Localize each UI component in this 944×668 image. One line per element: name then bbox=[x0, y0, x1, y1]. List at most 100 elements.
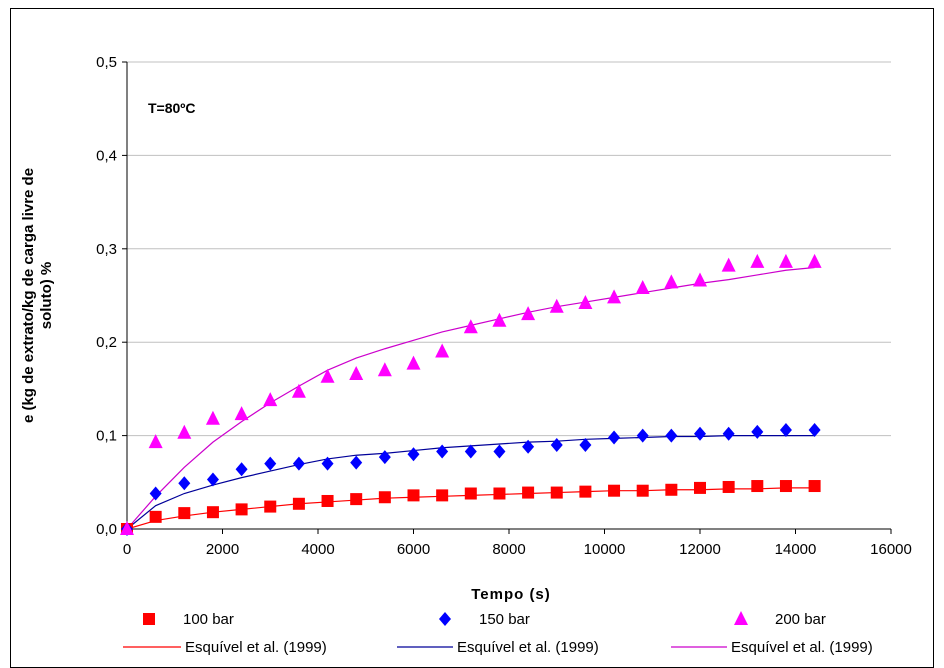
diamond-point-1-13 bbox=[493, 444, 506, 459]
diamond-point-1-17 bbox=[608, 430, 621, 445]
square-point-0-23 bbox=[779, 480, 792, 493]
diamond-point-1-6 bbox=[292, 456, 305, 471]
square-point-0-8 bbox=[350, 493, 363, 506]
triangle-point-2-6 bbox=[291, 383, 306, 398]
diamond-point-1-19 bbox=[665, 428, 678, 443]
square-point-0-7 bbox=[321, 494, 334, 507]
legend-label-4: Esquível et al. (1999) bbox=[457, 639, 599, 656]
square-point-0-10 bbox=[407, 489, 420, 502]
grid-lines bbox=[127, 61, 891, 437]
diamond-point-1-2 bbox=[178, 476, 191, 491]
y-tick-label-0: 0,0 bbox=[96, 521, 117, 538]
diamond-point-1-8 bbox=[350, 455, 363, 470]
square-point-0-13 bbox=[493, 487, 506, 500]
diamond-point-1-7 bbox=[321, 456, 334, 471]
diamond-point-1-12 bbox=[464, 444, 477, 459]
x-tick-label-8: 16000 bbox=[870, 541, 912, 558]
triangle-point-2-11 bbox=[435, 343, 450, 358]
legend-marker-0 bbox=[143, 613, 155, 625]
triangle-point-2-19 bbox=[664, 274, 679, 289]
diamond-point-1-15 bbox=[550, 437, 563, 452]
diamond-point-1-18 bbox=[636, 428, 649, 443]
x-tick-label-7: 14000 bbox=[775, 541, 817, 558]
triangle-point-2-3 bbox=[205, 410, 220, 425]
triangle-point-2-18 bbox=[635, 280, 650, 295]
diamond-point-1-9 bbox=[378, 450, 391, 465]
square-point-0-16 bbox=[579, 485, 592, 498]
legend: 100 bar 150 bar 200 bar Esquível et al. (19… bbox=[123, 611, 873, 656]
triangle-point-2-12 bbox=[463, 319, 478, 334]
triangle-point-2-23 bbox=[778, 253, 793, 268]
legend-label-1: 150 bar bbox=[479, 611, 530, 628]
square-point-0-5 bbox=[264, 500, 277, 513]
x-tick-label-0: 0 bbox=[123, 541, 131, 558]
square-point-0-2 bbox=[178, 507, 191, 520]
axes bbox=[122, 61, 892, 534]
y-tick-label-4: 0,4 bbox=[96, 147, 117, 164]
triangle-point-2-17 bbox=[607, 289, 622, 304]
legend-marker-2 bbox=[734, 611, 748, 625]
diamond-point-1-24 bbox=[808, 422, 821, 437]
y-tick-label-5: 0,5 bbox=[96, 54, 117, 71]
tick-labels: 0,0 0,1 0,2 0,3 0,4 0,5 0 2000 4000 6000 8000 10000… bbox=[96, 54, 912, 558]
temperature-annotation: T=80ºC bbox=[148, 100, 196, 116]
square-point-0-14 bbox=[522, 486, 535, 499]
data-markers bbox=[120, 253, 822, 536]
square-point-0-6 bbox=[292, 497, 305, 510]
square-point-0-19 bbox=[665, 483, 678, 496]
square-point-0-3 bbox=[206, 506, 219, 519]
x-axis-label: Tempo (s) bbox=[471, 586, 551, 603]
triangle-point-2-13 bbox=[492, 312, 507, 327]
y-tick-label-2: 0,2 bbox=[96, 334, 117, 351]
triangle-point-2-5 bbox=[263, 392, 278, 407]
y-tick-label-3: 0,3 bbox=[96, 241, 117, 258]
square-point-0-22 bbox=[751, 480, 764, 493]
diamond-point-1-5 bbox=[264, 456, 277, 471]
legend-marker-1 bbox=[439, 612, 451, 626]
diamond-point-1-1 bbox=[149, 486, 162, 501]
chart-frame: 0,0 0,1 0,2 0,3 0,4 0,5 0 2000 4000 6000 8000 10000… bbox=[10, 8, 934, 668]
square-point-0-24 bbox=[808, 480, 821, 493]
square-point-0-4 bbox=[235, 503, 248, 516]
triangle-point-2-15 bbox=[549, 298, 564, 313]
triangle-point-2-20 bbox=[693, 272, 707, 287]
y-tick-label-1: 0,1 bbox=[96, 428, 117, 445]
diamond-point-1-21 bbox=[722, 426, 735, 441]
triangle-point-2-7 bbox=[320, 368, 335, 383]
triangle-point-2-9 bbox=[377, 362, 392, 377]
x-tick-label-4: 8000 bbox=[492, 541, 525, 558]
diamond-point-1-22 bbox=[751, 424, 764, 439]
square-point-0-20 bbox=[694, 481, 706, 494]
triangle-point-2-1 bbox=[148, 434, 163, 449]
triangle-point-2-0 bbox=[120, 521, 134, 535]
square-point-0-12 bbox=[464, 487, 477, 500]
diamond-point-1-10 bbox=[407, 447, 420, 462]
x-tick-label-3: 6000 bbox=[397, 541, 430, 558]
diamond-point-1-3 bbox=[206, 472, 219, 487]
x-tick-label-6: 12000 bbox=[679, 541, 721, 558]
square-point-0-15 bbox=[550, 486, 563, 499]
triangle-point-2-2 bbox=[177, 424, 192, 439]
y-axis-label-line-1: e (kg de extrato/kg de carga livre de bbox=[20, 168, 37, 423]
square-point-0-17 bbox=[608, 484, 621, 497]
triangle-point-2-8 bbox=[349, 365, 364, 380]
triangle-point-2-22 bbox=[750, 253, 765, 268]
y-axis-label-line-2: soluto) % bbox=[38, 262, 55, 330]
diamond-point-1-23 bbox=[779, 422, 792, 437]
legend-label-3: Esquível et al. (1999) bbox=[185, 639, 327, 656]
square-point-0-21 bbox=[722, 480, 735, 493]
diamond-point-1-16 bbox=[579, 437, 592, 452]
square-point-0-11 bbox=[436, 489, 449, 502]
x-tick-label-5: 10000 bbox=[584, 541, 626, 558]
legend-label-5: Esquível et al. (1999) bbox=[731, 639, 873, 656]
square-point-0-1 bbox=[149, 510, 162, 523]
x-tick-label-2: 4000 bbox=[301, 541, 334, 558]
triangle-point-2-21 bbox=[721, 257, 736, 272]
triangle-point-2-24 bbox=[807, 253, 822, 268]
diamond-point-1-14 bbox=[522, 439, 535, 454]
triangle-point-2-10 bbox=[406, 355, 421, 370]
square-point-0-9 bbox=[378, 491, 391, 504]
legend-label-0: 100 bar bbox=[183, 611, 234, 628]
diamond-point-1-11 bbox=[436, 444, 449, 459]
diamond-point-1-4 bbox=[235, 462, 248, 477]
